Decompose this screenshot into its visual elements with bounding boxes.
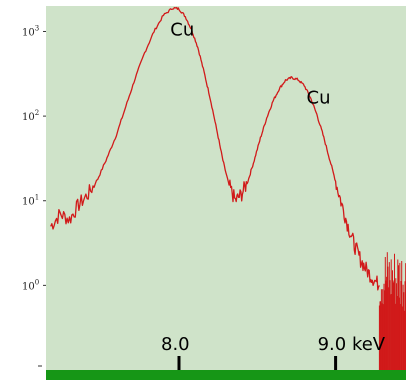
peak-labels: Cu Cu — [170, 19, 330, 108]
x-tick-mark — [334, 356, 338, 370]
plot-background — [46, 6, 406, 370]
energy-axis-baseline — [46, 370, 406, 380]
peak-label: Cu — [170, 19, 194, 40]
spectrum-line — [50, 6, 380, 291]
y-axis-ticks: 103 102 101 100 — [22, 25, 46, 367]
x-tick-label: 9.0 keV — [318, 334, 386, 355]
y-tick-label: 101 — [22, 194, 39, 208]
x-tick-mark — [177, 356, 181, 370]
y-tick-label: 100 — [22, 278, 39, 292]
x-axis-ticks: 8.0 9.0 keV — [161, 334, 386, 370]
y-tick-label: 103 — [22, 25, 39, 39]
x-tick-label: 8.0 — [161, 334, 190, 355]
y-tick-label: 102 — [22, 109, 39, 123]
noise-region — [378, 252, 406, 370]
peak-label: Cu — [307, 88, 331, 109]
